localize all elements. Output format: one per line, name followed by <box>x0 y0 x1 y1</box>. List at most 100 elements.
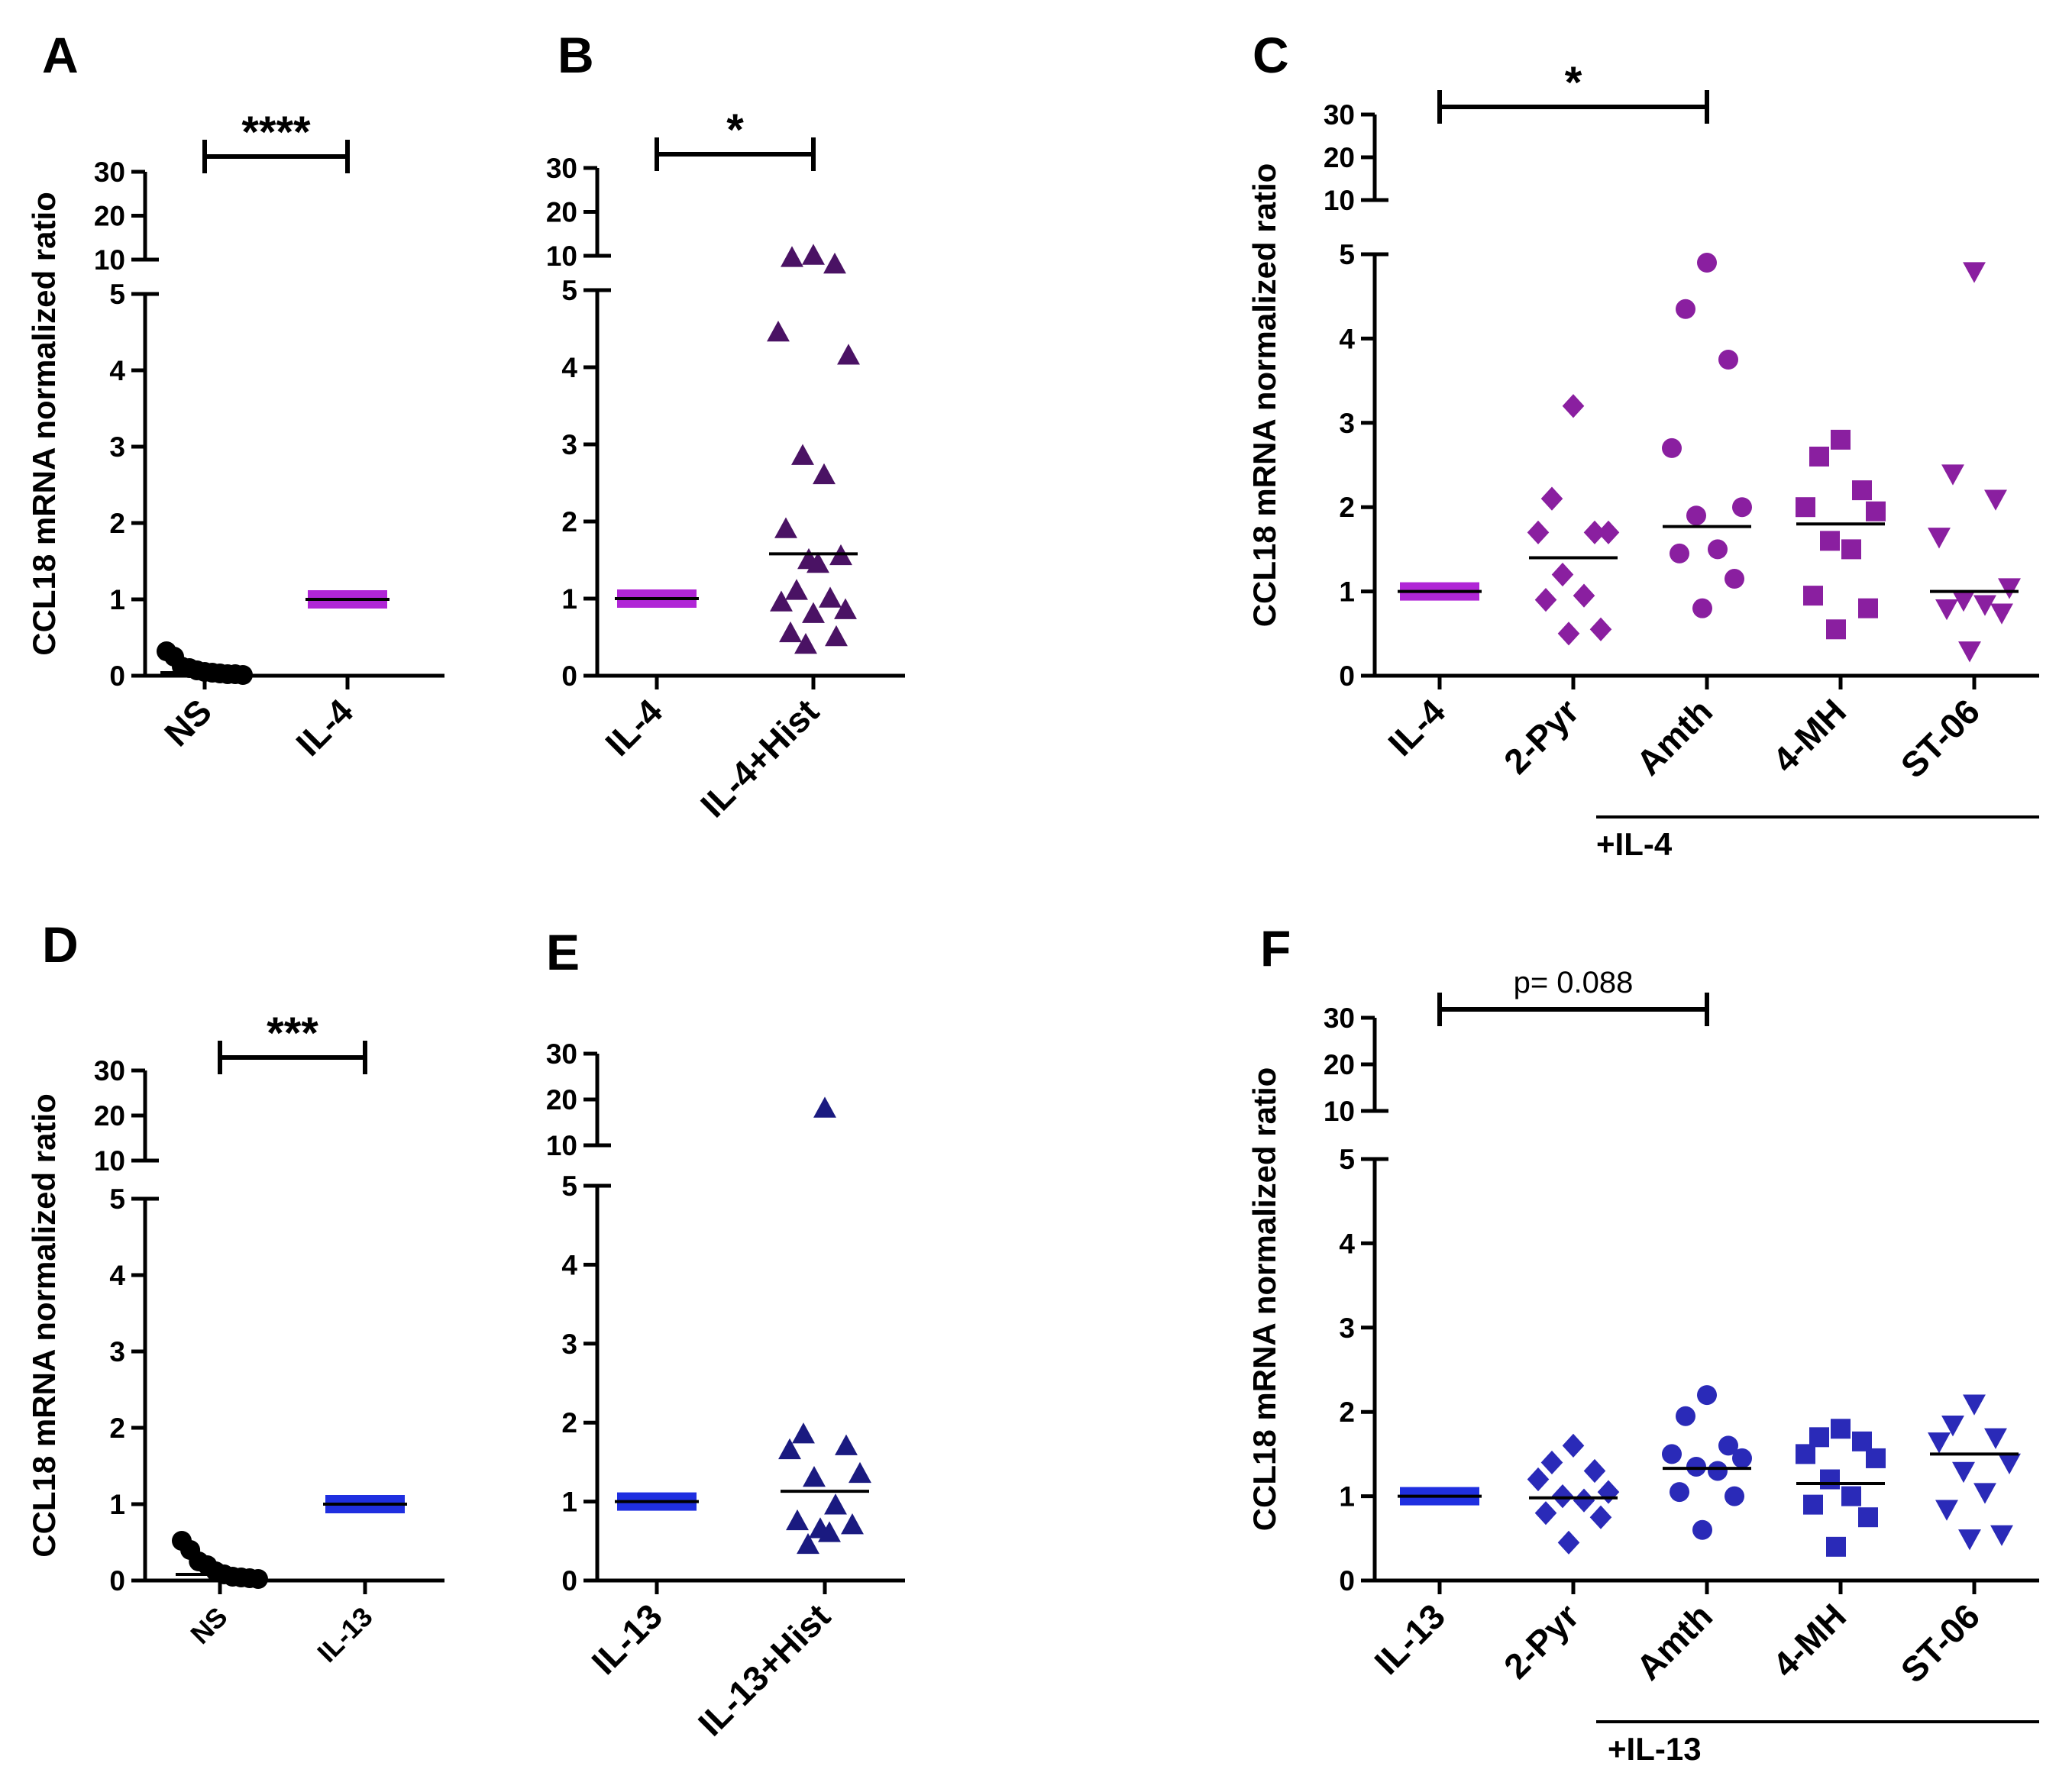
y-tick-label: 5 <box>1339 1144 1355 1175</box>
data-point <box>1670 543 1689 563</box>
series-il-4 <box>305 590 390 609</box>
panel-label: F <box>1260 920 1291 977</box>
series-st-06 <box>1928 262 2021 663</box>
panel-d: D CCL18 mRNA normalized ratio 0 1 2 3 4 5 10 20 30… <box>26 916 444 1668</box>
data-point <box>1589 1505 1612 1529</box>
y-tick-label: 1 <box>561 583 577 615</box>
y-tick-label: 0 <box>109 660 125 692</box>
category-label: IL-4+Hist <box>693 691 826 825</box>
category-label: NS <box>157 691 219 754</box>
data-point <box>792 1422 815 1444</box>
data-point <box>1941 1416 1964 1437</box>
data-point <box>1562 1433 1585 1458</box>
data-point <box>1676 299 1695 319</box>
y-tick-label: 20 <box>546 1084 577 1116</box>
series-il-4 <box>1398 582 1482 601</box>
data-point <box>1540 1450 1563 1475</box>
data-point <box>1725 569 1744 589</box>
series-ns <box>157 641 253 685</box>
series-amth <box>1662 1385 1752 1540</box>
data-point <box>837 344 860 365</box>
data-point <box>233 665 253 685</box>
data-point <box>825 625 848 647</box>
y-tick-label: 30 <box>94 1055 125 1087</box>
data-point <box>1686 1456 1706 1477</box>
data-point <box>1941 464 1964 486</box>
y-tick-label: 10 <box>546 1130 577 1161</box>
data-point <box>1841 1486 1861 1506</box>
category-label: ST-06 <box>1893 1596 1988 1690</box>
data-point <box>802 244 825 265</box>
category-label: Amth <box>1628 691 1720 783</box>
data-point <box>1708 1461 1728 1481</box>
series-il-13-hist <box>778 1096 871 1555</box>
y-tick-label: 2 <box>561 506 577 538</box>
significance-label: **** <box>241 108 311 157</box>
data-point <box>781 246 803 267</box>
data-point <box>1692 598 1712 618</box>
data-point <box>770 590 793 612</box>
y-tick-label: 3 <box>109 431 125 463</box>
panel-label: D <box>42 916 79 973</box>
category-label: IL-4 <box>597 691 670 764</box>
category-label: IL-4 <box>1380 691 1453 764</box>
y-axis-label: CCL18 mRNA normalized ratio <box>26 1093 62 1558</box>
y-tick-label: 30 <box>1324 1003 1355 1034</box>
y-tick-label: 5 <box>561 1170 577 1202</box>
data-point <box>791 444 814 465</box>
series-st-06 <box>1928 1394 2021 1551</box>
y-tick-label: 5 <box>561 275 577 306</box>
data-point <box>1718 1435 1738 1456</box>
data-point <box>1597 520 1620 544</box>
y-axis-label: CCL18 mRNA normalized ratio <box>1246 163 1282 628</box>
y-tick-label: 4 <box>1339 323 1355 354</box>
data-point <box>1697 253 1717 273</box>
y-tick-label: 10 <box>1324 185 1355 216</box>
y-tick-label: 20 <box>546 197 577 228</box>
category-label: 4-MH <box>1765 1596 1854 1684</box>
series-2-pyr <box>1527 1433 1620 1555</box>
y-tick-label: 1 <box>109 1489 125 1520</box>
data-point <box>1973 595 1996 616</box>
y-tick-label: 30 <box>546 153 577 184</box>
y-tick-label: 2 <box>1339 492 1355 523</box>
data-point <box>1803 586 1823 606</box>
panel-label: C <box>1253 27 1289 83</box>
data-point <box>1597 1480 1620 1504</box>
data-point <box>1527 1467 1550 1492</box>
data-point <box>1796 497 1815 518</box>
data-point <box>1562 394 1585 418</box>
category-label: ST-06 <box>1893 691 1988 786</box>
data-point <box>1527 520 1550 544</box>
y-tick-label: 30 <box>546 1038 577 1070</box>
y-tick-label: 4 <box>109 355 125 386</box>
data-point <box>1708 539 1728 560</box>
series-4-mh <box>1796 1419 1886 1557</box>
y-tick-label: 3 <box>1339 1313 1355 1344</box>
y-tick-label: 2 <box>109 1413 125 1444</box>
data-point <box>1935 599 1958 621</box>
data-point <box>785 579 808 600</box>
data-point <box>1831 429 1851 450</box>
y-tick-label: 10 <box>94 1145 125 1177</box>
data-point <box>841 1513 864 1535</box>
significance-label: * <box>726 105 744 155</box>
series-ns <box>172 1531 268 1589</box>
data-point <box>1866 1448 1886 1468</box>
y-axis-label: CCL18 mRNA normalized ratio <box>1246 1067 1282 1532</box>
data-point <box>774 517 797 538</box>
y-tick-label: 0 <box>109 1565 125 1597</box>
data-point <box>1732 1448 1752 1468</box>
y-tick-label: 5 <box>109 1183 125 1215</box>
y-tick-label: 10 <box>94 244 125 276</box>
series-il-13 <box>1398 1487 1482 1506</box>
significance-bracket: p= 0.088 <box>1437 966 1709 1026</box>
data-point <box>1796 1444 1815 1464</box>
data-point <box>806 551 829 573</box>
data-point <box>1990 1525 2013 1546</box>
panel-c: C CCL18 mRNA normalized ratio 0 1 2 3 4 5 10 20 30… <box>1246 27 2039 862</box>
data-point <box>1692 1519 1712 1540</box>
data-point <box>1573 1488 1595 1513</box>
y-tick-label: 2 <box>109 508 125 539</box>
